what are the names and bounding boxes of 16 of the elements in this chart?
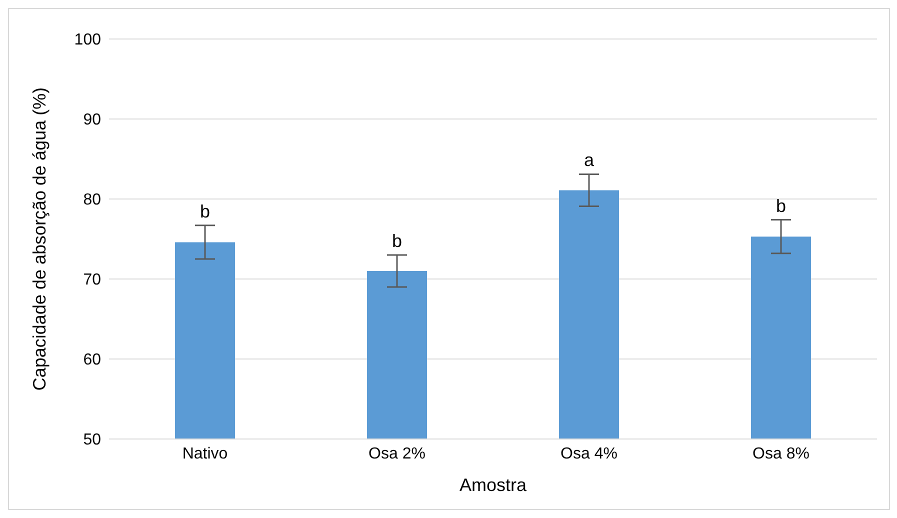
- y-tick-label: 70: [83, 272, 102, 289]
- x-tick-label: Osa 4%: [560, 445, 618, 462]
- x-tick-label: Osa 2%: [368, 445, 426, 462]
- annotation: b: [392, 231, 402, 251]
- y-tick-label: 100: [74, 32, 102, 49]
- y-tick-label: 80: [83, 192, 102, 209]
- annotation: a: [584, 150, 595, 170]
- y-tick-label: 60: [83, 352, 102, 369]
- y-tick-label: 90: [83, 112, 102, 129]
- annotation: b: [776, 196, 786, 216]
- x-tick-label: Osa 8%: [752, 445, 810, 462]
- y-axis-title: Capacidade de absorção de água (%): [29, 87, 50, 391]
- x-axis-title: Amostra: [459, 475, 528, 495]
- y-tick-label: 50: [83, 432, 102, 449]
- x-tick-label: Nativo: [182, 445, 228, 462]
- annotation: b: [200, 201, 210, 222]
